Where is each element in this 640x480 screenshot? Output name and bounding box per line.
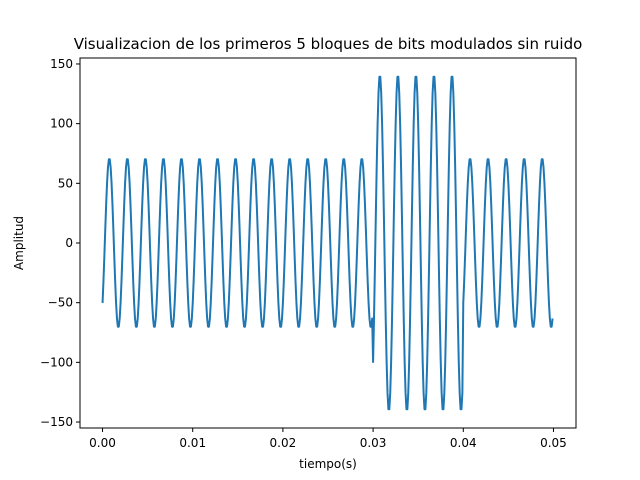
x-tick-label: 0.01	[179, 436, 206, 450]
y-tick-label: 50	[58, 176, 73, 190]
x-tick-label: 0.04	[450, 436, 477, 450]
y-tick-label: 100	[50, 117, 73, 131]
y-axis-ticks: −150 −100 −50 0 50 100 150	[40, 57, 80, 429]
y-tick-label: −50	[48, 296, 73, 310]
x-axis-ticks: 0.00 0.01 0.02 0.03 0.04 0.05	[89, 428, 567, 450]
y-tick-label: −100	[40, 355, 73, 369]
x-tick-label: 0.05	[540, 436, 567, 450]
plot-area	[79, 57, 577, 429]
x-tick-label: 0.00	[89, 436, 116, 450]
y-axis-label: Amplitud	[12, 216, 26, 270]
x-axis-label: tiempo(s)	[299, 457, 357, 471]
y-tick-label: −150	[40, 415, 73, 429]
x-tick-label: 0.02	[270, 436, 297, 450]
y-tick-label: 0	[65, 236, 73, 250]
y-tick-label: 150	[50, 57, 73, 71]
series-line-signal	[101, 75, 554, 411]
chart-title: Visualizacion de los primeros 5 bloques …	[74, 35, 583, 53]
x-tick-label: 0.03	[360, 436, 387, 450]
